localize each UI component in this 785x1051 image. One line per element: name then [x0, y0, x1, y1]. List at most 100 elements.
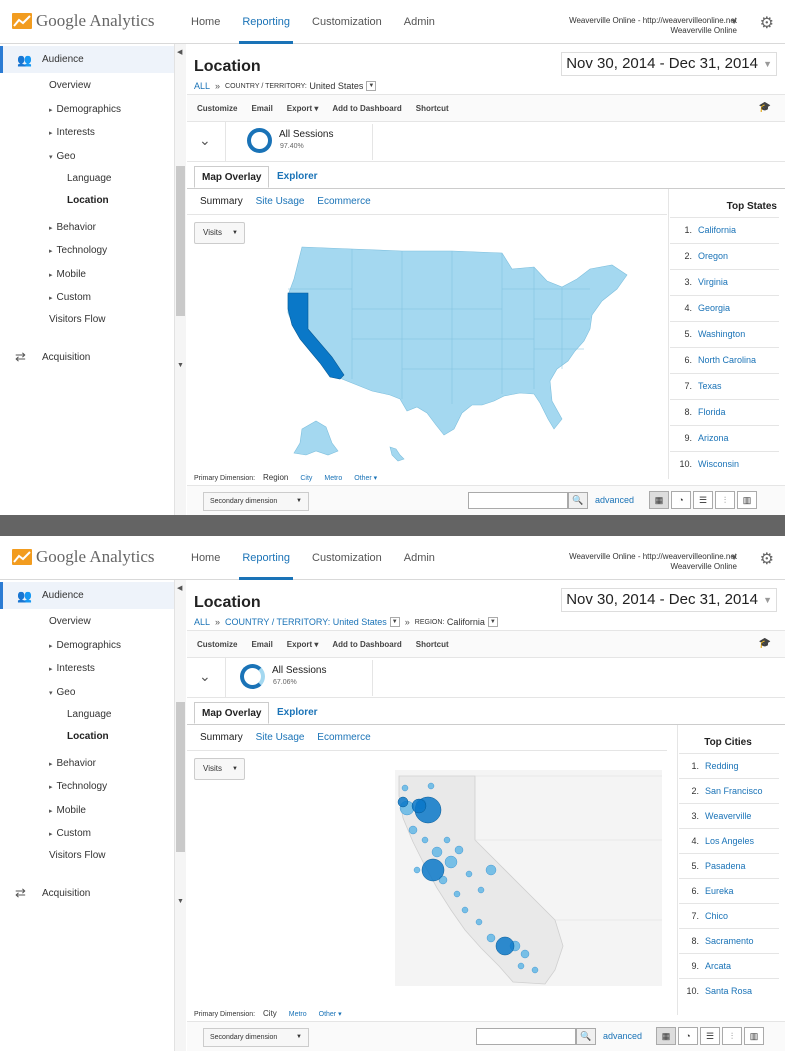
state-link[interactable]: Texas — [698, 381, 722, 391]
shortcut-button[interactable]: Shortcut — [415, 103, 449, 113]
sidebar-scrollbar[interactable]: ◀ ▼ — [174, 580, 186, 1051]
table-view-icon[interactable]: ▦ — [649, 491, 669, 509]
breadcrumb-all[interactable]: ALL — [194, 81, 211, 91]
primary-dimension-other[interactable]: Other ▾ — [318, 1011, 342, 1018]
add-to-dashboard-button[interactable]: Add to Dashboard — [332, 639, 402, 649]
date-range-picker[interactable]: Nov 30, 2014 - Dec 31, 2014 ▼ — [561, 52, 777, 76]
scroll-up-icon[interactable]: ◀ — [177, 585, 183, 592]
performance-view-icon[interactable]: ☰ — [700, 1027, 720, 1045]
nav-admin[interactable]: Admin — [403, 16, 435, 28]
subtab-ecommerce[interactable]: Ecommerce — [317, 732, 371, 743]
sidebar-item-technology[interactable]: ▸ Technology — [49, 781, 107, 792]
pivot-view-icon[interactable]: ▥ — [737, 491, 757, 509]
scroll-down-icon[interactable]: ▼ — [177, 362, 184, 369]
gear-icon[interactable]: ⚙ — [759, 15, 774, 32]
graduation-cap-icon[interactable]: 🎓 — [758, 638, 771, 649]
account-caret-icon[interactable]: ▼ — [730, 553, 738, 562]
metric-select[interactable]: Visits ▼ — [194, 222, 245, 244]
us-states-map[interactable] — [272, 229, 652, 469]
city-link[interactable]: San Francisco — [705, 786, 763, 796]
search-input[interactable] — [476, 1028, 576, 1045]
primary-dimension-metro[interactable]: Metro — [288, 1011, 307, 1018]
sidebar-item-demographics[interactable]: ▸ Demographics — [49, 104, 121, 115]
shortcut-button[interactable]: Shortcut — [415, 639, 449, 649]
sidebar-item-overview[interactable]: Overview — [49, 616, 91, 627]
sidebar-item-geo[interactable]: ▾ Geo — [49, 151, 75, 162]
subtab-summary[interactable]: Summary — [200, 196, 243, 207]
subtab-summary[interactable]: Summary — [200, 732, 243, 743]
sidebar-item-mobile[interactable]: ▸ Mobile — [49, 269, 86, 280]
add-to-dashboard-button[interactable]: Add to Dashboard — [332, 103, 402, 113]
state-link[interactable]: Washington — [698, 329, 746, 339]
primary-dimension-city[interactable]: City — [300, 475, 313, 482]
pie-view-icon[interactable]: ◔ — [678, 1027, 698, 1045]
comparison-view-icon[interactable]: ⫶ — [715, 491, 735, 509]
customize-button[interactable]: Customize — [197, 103, 238, 113]
metric-select[interactable]: Visits ▼ — [194, 758, 245, 780]
chevron-down-icon[interactable]: ⌄ — [199, 132, 211, 148]
table-view-icon[interactable]: ▦ — [656, 1027, 676, 1045]
breadcrumb-country-value[interactable]: United States — [332, 617, 387, 627]
city-link[interactable]: Redding — [705, 761, 739, 771]
export-button[interactable]: Export ▾ — [286, 103, 319, 113]
sidebar-item-language[interactable]: Language — [67, 173, 112, 184]
state-link[interactable]: Arizona — [698, 433, 729, 443]
account-selector[interactable]: Weaverville Online - http://weavervilleo… — [569, 16, 737, 36]
city-link[interactable]: Santa Rosa — [705, 986, 753, 996]
sidebar-item-overview[interactable]: Overview — [49, 80, 91, 91]
nav-reporting[interactable]: Reporting — [231, 536, 301, 580]
sidebar-item-geo[interactable]: ▾ Geo — [49, 687, 75, 698]
sidebar-item-language[interactable]: Language — [67, 709, 112, 720]
sidebar-item-demographics[interactable]: ▸ Demographics — [49, 640, 121, 651]
nav-home[interactable]: Home — [191, 552, 221, 564]
export-button[interactable]: Export ▾ — [286, 639, 319, 649]
comparison-view-icon[interactable]: ⫶ — [722, 1027, 742, 1045]
date-range-picker[interactable]: Nov 30, 2014 - Dec 31, 2014 ▼ — [561, 588, 777, 612]
secondary-dimension-select[interactable]: Secondary dimension ▼ — [203, 492, 309, 511]
tab-explorer[interactable]: Explorer — [277, 707, 318, 718]
nav-admin[interactable]: Admin — [403, 552, 435, 564]
nav-customization[interactable]: Customization — [312, 16, 382, 28]
city-link[interactable]: Sacramento — [705, 936, 754, 946]
scrollbar-thumb[interactable] — [176, 702, 185, 852]
state-link[interactable]: Florida — [698, 407, 726, 417]
dropdown-icon[interactable]: ▼ — [487, 617, 498, 627]
sidebar-item-acquisition[interactable]: Acquisition — [42, 352, 91, 363]
search-icon[interactable]: 🔍 — [568, 492, 588, 509]
sidebar-scrollbar[interactable]: ◀ ▼ — [174, 44, 186, 515]
breadcrumb-all[interactable]: ALL — [194, 617, 211, 627]
sidebar-item-location[interactable]: Location — [67, 731, 109, 742]
state-link[interactable]: North Carolina — [698, 355, 757, 365]
tab-map-overlay[interactable]: Map Overlay — [194, 702, 270, 724]
google-analytics-logo[interactable]: Google Analytics — [12, 547, 155, 567]
pie-view-icon[interactable]: ◔ — [671, 491, 691, 509]
sidebar-item-location[interactable]: Location — [67, 195, 109, 206]
performance-view-icon[interactable]: ☰ — [693, 491, 713, 509]
state-link[interactable]: Oregon — [698, 251, 729, 261]
google-analytics-logo[interactable]: Google Analytics — [12, 11, 155, 31]
state-link[interactable]: Virginia — [698, 277, 728, 287]
sidebar-item-mobile[interactable]: ▸ Mobile — [49, 805, 86, 816]
nav-home[interactable]: Home — [191, 16, 221, 28]
account-caret-icon[interactable]: ▼ — [730, 17, 738, 26]
graduation-cap-icon[interactable]: 🎓 — [758, 102, 771, 113]
chevron-down-icon[interactable]: ⌄ — [199, 668, 211, 684]
sidebar-item-interests[interactable]: ▸ Interests — [49, 663, 95, 674]
sidebar-item-acquisition[interactable]: Acquisition — [42, 888, 91, 899]
breadcrumb-country-value[interactable]: United States — [309, 81, 364, 91]
sidebar-item-behavior[interactable]: ▸ Behavior — [49, 222, 96, 233]
pivot-view-icon[interactable]: ▥ — [744, 1027, 764, 1045]
state-link[interactable]: Wisconsin — [698, 459, 740, 469]
sidebar-item-visitors-flow[interactable]: Visitors Flow — [49, 850, 106, 861]
primary-dimension-metro[interactable]: Metro — [324, 475, 343, 482]
dropdown-icon[interactable]: ▼ — [389, 617, 400, 627]
customize-button[interactable]: Customize — [197, 639, 238, 649]
secondary-dimension-select[interactable]: Secondary dimension ▼ — [203, 1028, 309, 1047]
breadcrumb-country-label[interactable]: COUNTRY / TERRITORY: — [225, 617, 331, 627]
primary-dimension-other[interactable]: Other ▾ — [354, 475, 378, 482]
nav-reporting[interactable]: Reporting — [231, 0, 301, 44]
breadcrumb-region-value[interactable]: California — [446, 617, 485, 627]
sidebar-item-behavior[interactable]: ▸ Behavior — [49, 758, 96, 769]
email-button[interactable]: Email — [251, 103, 273, 113]
city-link[interactable]: Eureka — [705, 886, 734, 896]
